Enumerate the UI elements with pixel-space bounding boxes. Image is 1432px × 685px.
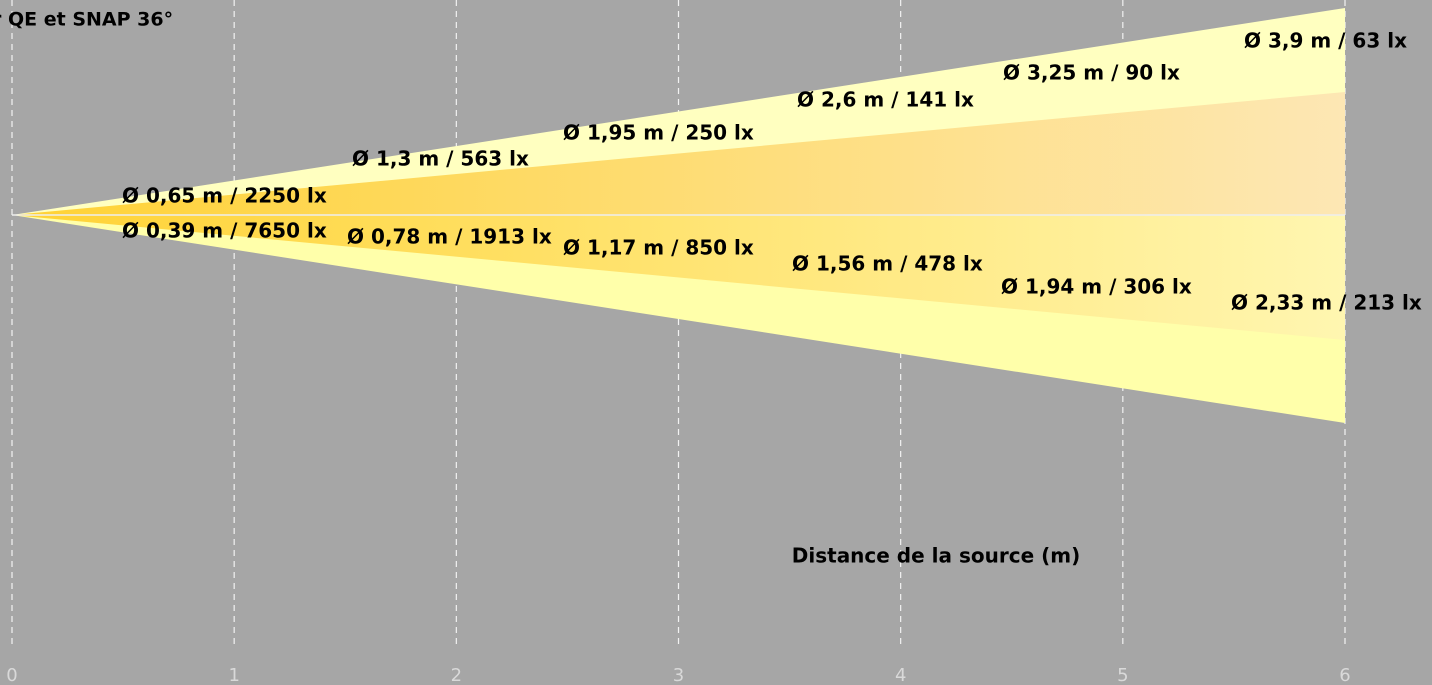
chart-title: r QE et SNAP 36° (0, 9, 173, 31)
x-axis-label: Distance de la source (m) (792, 544, 1080, 568)
beam-label: Ø 0,78 m / 1913 lx (347, 225, 552, 249)
x-tick-label: 1 (228, 665, 239, 685)
upper-beam-inner (12, 92, 1345, 215)
beam-label: Ø 1,17 m / 850 lx (563, 236, 754, 260)
beam-label: Ø 0,39 m / 7650 lx (122, 219, 327, 243)
x-tick-label: 4 (895, 665, 906, 685)
beam-label: Ø 1,94 m / 306 lx (1001, 275, 1192, 299)
x-tick-label: 2 (451, 665, 462, 685)
beam-label: Ø 0,65 m / 2250 lx (122, 184, 327, 208)
lower-beam-inner (12, 215, 1345, 340)
beam-label: Ø 3,25 m / 90 lx (1003, 61, 1180, 85)
x-tick-label: 6 (1339, 665, 1350, 685)
beam-label: Ø 2,6 m / 141 lx (797, 88, 974, 112)
beam-label: Ø 1,3 m / 563 lx (352, 147, 529, 171)
beam-label: Ø 1,56 m / 478 lx (792, 252, 983, 276)
x-tick-label: 0 (6, 665, 17, 685)
x-tick-label: 3 (673, 665, 684, 685)
beam-label: Ø 2,33 m / 213 lx (1231, 291, 1422, 315)
beam-label: Ø 1,95 m / 250 lx (563, 121, 754, 145)
x-tick-label: 5 (1117, 665, 1128, 685)
beam-label: Ø 3,9 m / 63 lx (1244, 29, 1407, 53)
